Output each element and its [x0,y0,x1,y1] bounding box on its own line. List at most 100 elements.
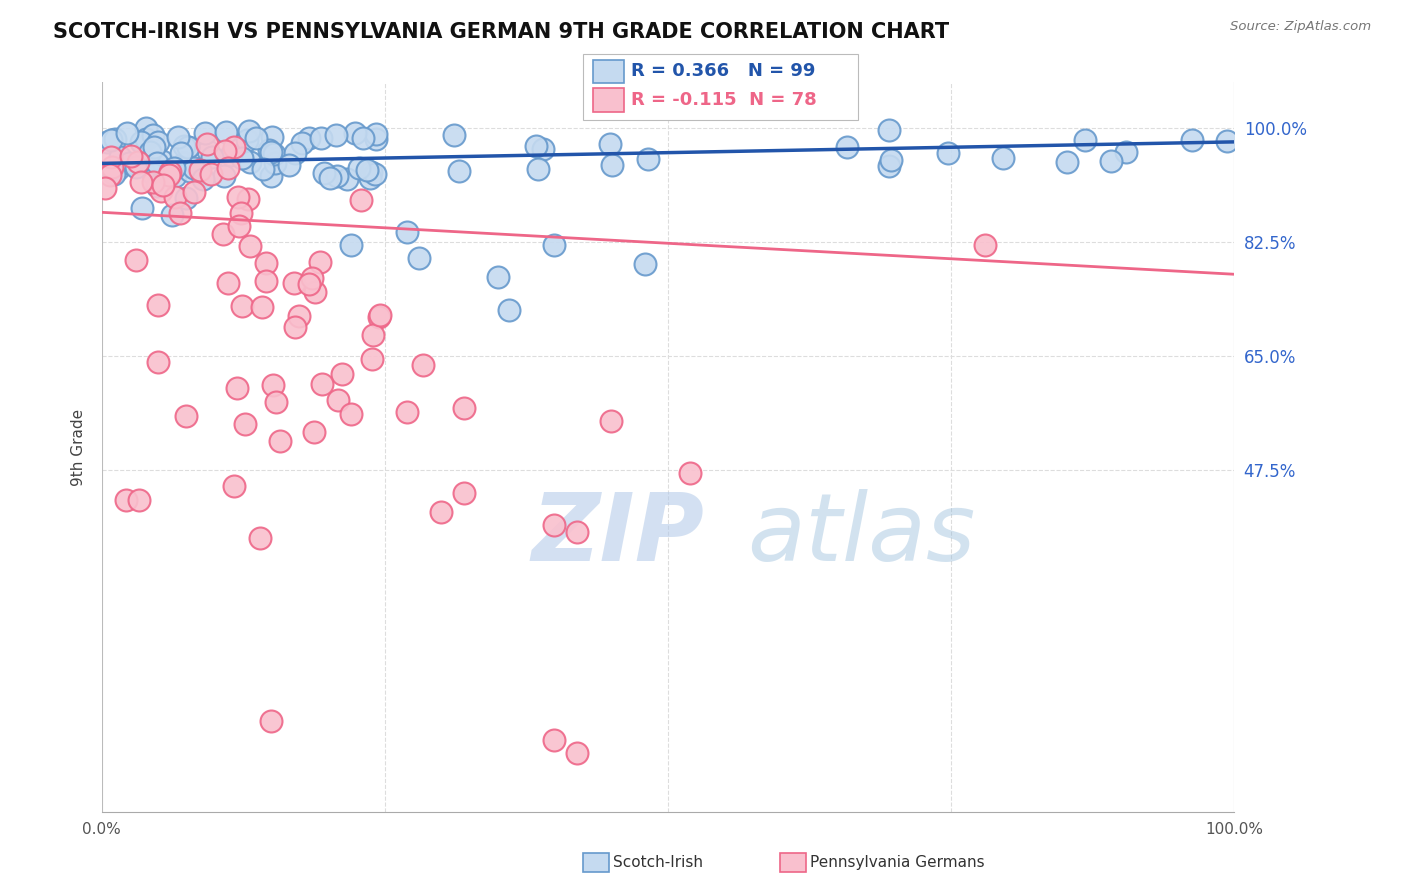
Point [336,172,359,186]
Point [120,149,142,163]
Point [266,394,288,409]
Point [312,166,335,180]
Point [188,163,211,178]
Text: Pennsylvania Germans: Pennsylvania Germans [810,855,984,870]
Point [252,162,274,177]
Point [152,178,174,193]
Point [262,377,284,392]
Point [1216,135,1239,149]
Point [146,156,169,170]
Point [936,146,959,161]
Point [269,434,291,448]
Point [252,300,274,314]
Text: Source: ZipAtlas.com: Source: ZipAtlas.com [1230,20,1371,33]
Point [361,351,384,366]
Point [291,136,314,150]
Point [254,274,277,288]
Point [148,298,170,312]
Point [167,130,190,145]
Point [128,492,150,507]
Point [115,126,138,140]
Point [135,132,157,146]
Point [212,169,235,184]
Point [263,147,285,161]
Point [543,733,565,747]
Point [233,417,256,432]
Point [219,148,242,162]
Point [350,193,373,207]
Y-axis label: 9th Grade: 9th Grade [72,409,86,485]
Point [284,320,307,334]
Point [301,271,323,285]
Point [443,128,465,142]
Point [263,155,285,169]
Point [96,135,118,149]
Point [115,493,138,508]
Text: atlas: atlas [747,489,976,580]
Point [835,139,858,153]
Point [139,145,162,160]
Point [879,153,901,167]
Point [347,161,370,175]
Point [298,131,321,145]
Point [879,159,901,173]
Point [412,358,434,372]
Point [1074,133,1097,147]
Point [179,164,201,178]
Point [245,130,267,145]
Point [163,161,186,176]
Point [524,139,547,153]
Text: R = 0.366   N = 99: R = 0.366 N = 99 [631,62,815,80]
Point [238,192,260,206]
Point [239,239,262,253]
Point [239,155,262,169]
Point [238,124,260,138]
Point [364,132,387,146]
Point [159,169,181,183]
Point [222,478,245,492]
Point [146,179,169,194]
Point [129,135,152,149]
Point [174,409,197,423]
Point [600,158,623,172]
Point [311,376,333,391]
Point [309,130,332,145]
Point [352,130,374,145]
Point [408,251,430,265]
Point [142,128,165,142]
Point [447,164,470,178]
Point [486,270,509,285]
Point [249,531,271,545]
Point [226,381,249,395]
Point [302,425,325,439]
Point [142,167,165,181]
Point [177,139,200,153]
Point [214,144,236,158]
Point [339,408,361,422]
Point [163,190,186,204]
Point [364,167,387,181]
Point [236,133,259,147]
Point [364,127,387,141]
Point [224,139,246,153]
Text: SCOTCH-IRISH VS PENNSYLVANIA GERMAN 9TH GRADE CORRELATION CHART: SCOTCH-IRISH VS PENNSYLVANIA GERMAN 9TH … [53,22,949,42]
Point [360,165,382,179]
Point [600,414,623,428]
Point [142,174,165,188]
Point [176,140,198,154]
Point [125,252,148,267]
Point [107,162,129,177]
Point [527,162,550,177]
Point [200,150,222,164]
Point [131,201,153,215]
Text: R = -0.115  N = 78: R = -0.115 N = 78 [631,91,817,109]
Point [991,151,1014,165]
Point [118,156,141,170]
Point [260,714,283,728]
Point [634,257,657,271]
Point [326,169,349,183]
Point [319,171,342,186]
Point [150,184,173,198]
Point [330,368,353,382]
Point [565,747,588,761]
